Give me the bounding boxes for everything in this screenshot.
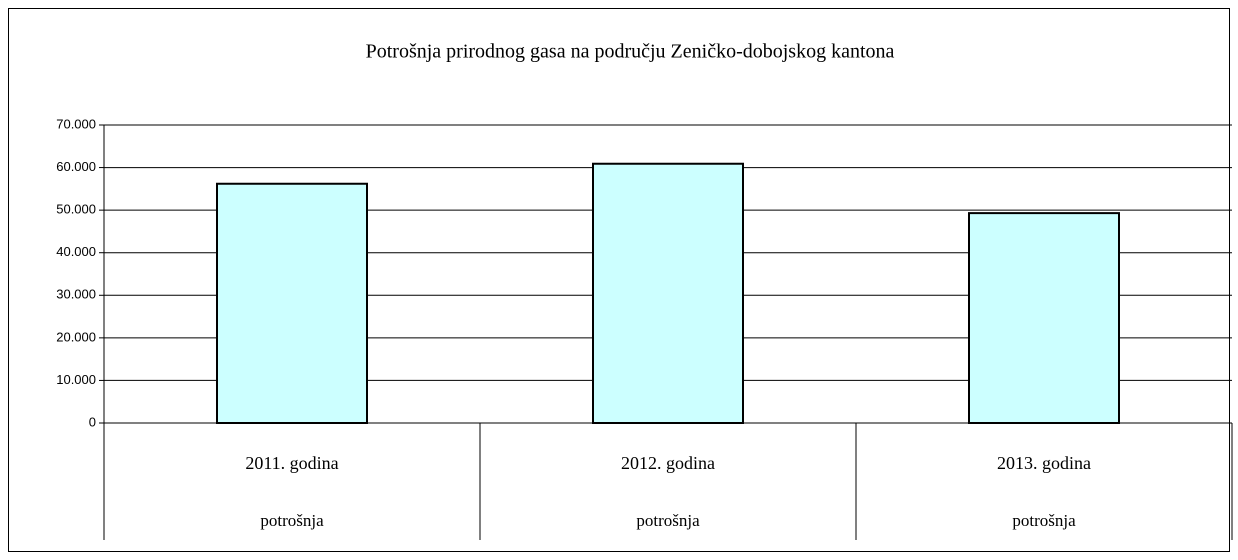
x-tick-label: 2012. godina [621, 453, 715, 473]
y-tick-label: 20.000 [56, 329, 96, 344]
y-tick-label: 60.000 [56, 159, 96, 174]
y-tick-label: 40.000 [56, 244, 96, 259]
x-tick-label: 2013. godina [997, 453, 1091, 473]
y-tick-label: 10.000 [56, 372, 96, 387]
bar [592, 162, 744, 425]
y-tick-label: 50.000 [56, 202, 96, 217]
y-tick-label: 70.000 [56, 116, 96, 131]
x-group-label: potrošnja [260, 511, 324, 530]
y-tick-label: 30.000 [56, 287, 96, 302]
y-tick-label: 0 [89, 414, 96, 429]
bar [968, 212, 1120, 424]
chart-title: Potrošnja prirodnog gasa na području Zen… [366, 41, 895, 63]
bar [216, 182, 368, 424]
x-group-label: potrošnja [1012, 511, 1076, 530]
x-tick-label: 2011. godina [245, 453, 338, 473]
x-group-label: potrošnja [636, 511, 700, 530]
